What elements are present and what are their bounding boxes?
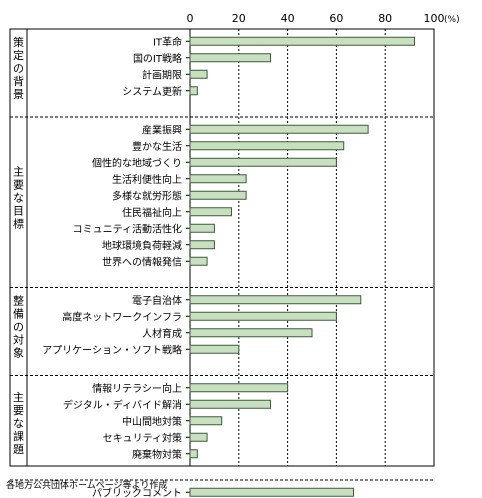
bar bbox=[189, 432, 208, 442]
category-label: パブリックコメント bbox=[92, 486, 182, 498]
group-label: 主要な課題 bbox=[13, 391, 24, 456]
bar bbox=[189, 344, 240, 354]
category-label: 計画期限 bbox=[142, 68, 182, 81]
bar bbox=[189, 124, 369, 134]
bar bbox=[189, 311, 337, 321]
x-tick-label: 60 bbox=[329, 12, 343, 25]
category-label: アプリケーション・ソフト戦略 bbox=[42, 343, 182, 356]
bar bbox=[189, 157, 337, 167]
category-label: 産業振興 bbox=[142, 123, 182, 136]
bar bbox=[189, 69, 208, 79]
category-label: コミュニティ活動活性化 bbox=[73, 222, 182, 235]
bar bbox=[189, 256, 208, 266]
x-tick-label: 20 bbox=[232, 12, 246, 25]
category-label: 地球環境負荷軽減 bbox=[102, 239, 182, 252]
bar bbox=[189, 449, 198, 459]
bar bbox=[189, 190, 247, 200]
category-label: 人材育成 bbox=[142, 327, 182, 340]
category-label: セキュリティ対策 bbox=[103, 431, 182, 444]
category-label: 高度ネットワークインフラ bbox=[62, 310, 182, 323]
bar bbox=[189, 487, 354, 497]
bar bbox=[189, 399, 272, 409]
category-label: デジタル・ディバイド解消 bbox=[63, 398, 182, 411]
x-tick-label: 0 bbox=[187, 12, 194, 25]
group-label: 策定の背景 bbox=[13, 35, 24, 101]
x-unit-label: (%) bbox=[444, 15, 460, 25]
category-label: 世界への情報発信 bbox=[102, 255, 182, 268]
bar bbox=[189, 416, 223, 426]
category-label: 生活利便性向上 bbox=[112, 173, 182, 186]
bar bbox=[189, 141, 345, 151]
category-label: システム更新 bbox=[122, 85, 182, 98]
x-tick-label: 80 bbox=[378, 12, 392, 25]
bar bbox=[189, 207, 232, 217]
bar bbox=[189, 174, 247, 184]
category-label: 廃棄物対策 bbox=[132, 448, 182, 461]
x-tick-label: 40 bbox=[281, 12, 295, 25]
bar bbox=[189, 36, 415, 46]
category-label: 住民福祉向上 bbox=[122, 206, 182, 219]
chart-frame bbox=[9, 28, 435, 467]
bar bbox=[189, 86, 198, 96]
category-label: 情報リテラシー向上 bbox=[92, 382, 182, 395]
x-tick-label: 100 bbox=[424, 12, 445, 25]
group-label: 整備の対象 bbox=[13, 294, 24, 360]
category-label: 多様な就労形態 bbox=[112, 189, 182, 202]
category-label: 電子自治体 bbox=[132, 294, 182, 307]
bar bbox=[189, 53, 272, 63]
category-label: 中山間地対策 bbox=[122, 415, 182, 428]
group-label: 主要な目標 bbox=[13, 165, 24, 230]
bar bbox=[189, 223, 215, 233]
source-note: 各地方公共団体ホームページ等より作成 bbox=[6, 481, 168, 491]
bar bbox=[189, 328, 313, 338]
category-label: IT革命 bbox=[153, 35, 182, 48]
bar bbox=[189, 295, 362, 305]
bar bbox=[189, 383, 289, 393]
category-label: 国のIT戦略 bbox=[133, 52, 182, 65]
category-label: 個性的な地域づくり bbox=[92, 156, 182, 169]
category-label: 豊かな生活 bbox=[132, 140, 182, 153]
bar bbox=[189, 240, 215, 250]
